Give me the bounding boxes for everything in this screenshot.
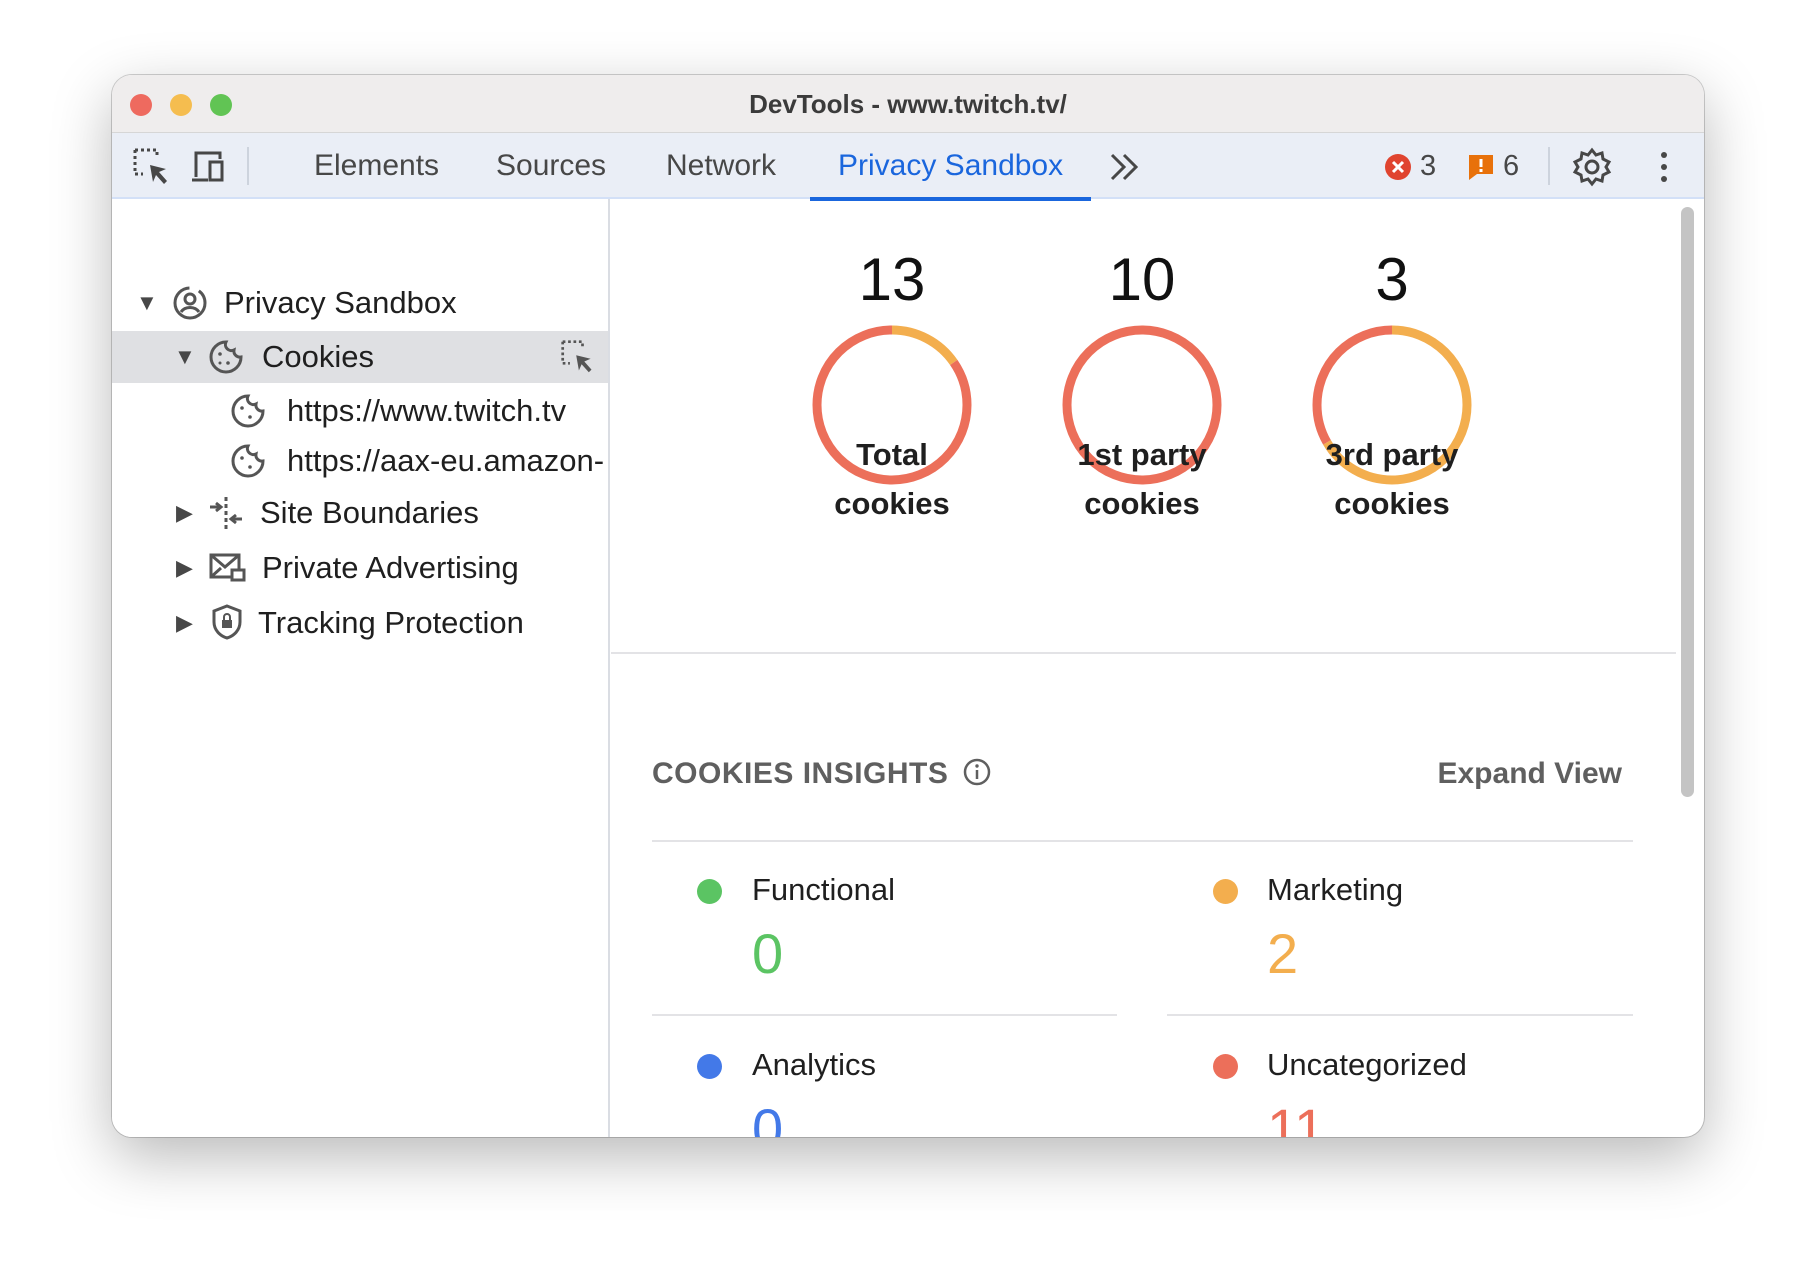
total-cookies-label: Total cookies (772, 430, 1012, 528)
category-divider (1167, 1014, 1633, 1016)
category-divider (652, 1014, 1117, 1016)
category-count: 2 (1267, 922, 1299, 985)
error-count[interactable]: 3 (1420, 150, 1437, 182)
tree-label: Cookies (262, 339, 374, 374)
first-party-cookies-count: 10 (1108, 246, 1176, 313)
ring-segment-uncategorized (1312, 325, 1472, 485)
insights-title-text: COOKIES INSIGHTS (652, 757, 949, 790)
device-toolbar-icon[interactable] (188, 147, 228, 187)
category-label: Analytics (752, 1047, 877, 1082)
tab-network[interactable]: Network (666, 149, 777, 182)
cookies-overview-panel: 13 10 3 Total cookies 1st party cookies 3r… (611, 199, 1676, 1137)
ring-label-line: cookies (1084, 486, 1200, 521)
insights-divider (652, 840, 1633, 842)
tree-item-tracking-protection[interactable]: ▶ Tracking Protection (112, 597, 608, 649)
tree-item-site[interactable]: https://www.twitch.tv (112, 385, 608, 437)
analytics-dot-icon (697, 1054, 722, 1079)
sidebar-tree: ▼ Privacy Sandbox ▼ Cookies https://www.… (112, 199, 610, 1137)
total-cookies-count: 13 (858, 246, 926, 313)
inspect-cookies-icon[interactable] (560, 339, 596, 375)
ring-label-line: 3rd party (1325, 437, 1459, 472)
window-title: DevTools - www.twitch.tv/ (749, 89, 1067, 119)
warning-count[interactable]: 6 (1503, 150, 1520, 182)
devtools-window: DevTools - www.twitch.tv/ Elements Sourc… (112, 75, 1704, 1137)
cookies-insights-title: COOKIES INSIGHTS (652, 757, 991, 791)
tree-item-site-boundaries[interactable]: ▶ Site Boundaries (112, 487, 608, 539)
cookie-icon (231, 444, 265, 478)
tree-item-privacy-sandbox[interactable]: ▼ Privacy Sandbox (112, 277, 608, 329)
tree-label: https://aax-eu.amazon- (287, 443, 605, 478)
more-tabs-icon[interactable] (1106, 147, 1146, 187)
expand-triangle-icon[interactable]: ▼ (136, 290, 158, 315)
category-label: Functional (752, 872, 896, 907)
functional-dot-icon (697, 879, 722, 904)
ring-segment-uncategorized (812, 325, 972, 485)
tree-item-cookies[interactable]: ▼ Cookies (112, 331, 608, 383)
category-label: Marketing (1267, 872, 1404, 907)
category-label: Uncategorized (1267, 1047, 1467, 1082)
third-party-cookies-count: 3 (1375, 246, 1409, 313)
cookie-icon (209, 340, 243, 374)
shield-lock-icon (212, 604, 242, 640)
tree-label: Privacy Sandbox (224, 285, 457, 320)
collapsed-triangle-icon[interactable]: ▶ (176, 555, 193, 580)
private-advertising-icon (209, 553, 246, 582)
zoom-window-button[interactable] (210, 94, 232, 116)
marketing-dot-icon (1213, 879, 1238, 904)
error-icon[interactable] (1384, 153, 1412, 181)
cookie-rings (812, 325, 1472, 485)
tab-elements[interactable]: Elements (314, 149, 440, 182)
devtools-toolbar: Elements Sources Network Privacy Sandbox… (112, 133, 1704, 201)
collapsed-triangle-icon[interactable]: ▶ (176, 500, 193, 525)
first-party-cookies-label: 1st party cookies (1022, 430, 1262, 528)
tree-label: Site Boundaries (260, 495, 479, 530)
ring-label-line: cookies (1334, 486, 1450, 521)
expand-triangle-icon[interactable]: ▼ (174, 344, 196, 369)
category-count: 0 (752, 922, 784, 985)
collapsed-triangle-icon[interactable]: ▶ (176, 610, 193, 635)
ring-label-line: Total (856, 437, 928, 472)
privacy-sandbox-icon (173, 286, 207, 320)
tree-label: Tracking Protection (258, 605, 524, 640)
tree-item-site[interactable]: https://aax-eu.amazon- (112, 435, 608, 487)
tree-label: Private Advertising (262, 550, 519, 585)
tree-label: https://www.twitch.tv (287, 393, 567, 428)
tab-privacy-sandbox[interactable]: Privacy Sandbox (809, 133, 1092, 201)
title-bar: DevTools - www.twitch.tv/ (112, 75, 1704, 133)
toolbar-separator (1548, 147, 1550, 185)
settings-gear-icon[interactable] (1572, 147, 1612, 187)
minimize-window-button[interactable] (170, 94, 192, 116)
close-window-button[interactable] (130, 94, 152, 116)
category-count: 11 (1267, 1097, 1326, 1137)
expand-view-button[interactable]: Expand View (1437, 757, 1622, 790)
warning-icon[interactable] (1467, 153, 1495, 181)
ring-label-line: cookies (834, 486, 950, 521)
category-count: 0 (752, 1097, 784, 1137)
third-party-cookies-label: 3rd party cookies (1272, 430, 1512, 528)
ring-segment-uncategorized (1062, 325, 1222, 485)
uncategorized-dot-icon (1213, 1054, 1238, 1079)
inspect-element-icon[interactable] (132, 147, 172, 187)
ring-label-line: 1st party (1077, 437, 1207, 472)
main-vertical-scrollbar[interactable] (1681, 207, 1694, 797)
tab-sources[interactable]: Sources (496, 149, 607, 182)
tree-item-private-advertising[interactable]: ▶ Private Advertising (112, 542, 608, 594)
toolbar-separator (247, 147, 249, 185)
more-options-icon[interactable] (1644, 147, 1684, 187)
section-divider (611, 652, 1676, 654)
cookie-icon (231, 394, 265, 428)
site-boundaries-icon (210, 497, 242, 529)
info-icon[interactable] (963, 758, 991, 786)
